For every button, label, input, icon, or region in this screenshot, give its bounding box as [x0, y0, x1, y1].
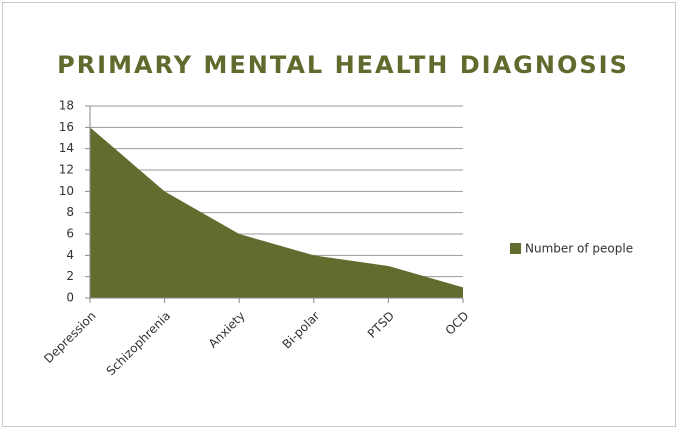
y-tick-label: 14 [59, 141, 74, 155]
y-tick-label: 4 [66, 248, 74, 262]
y-tick-label: 2 [66, 269, 74, 283]
y-tick-label: 6 [66, 227, 74, 241]
area [90, 127, 463, 298]
y-tick-label: 12 [59, 163, 74, 177]
legend-label: Number of people [525, 242, 633, 256]
chart-title: PRIMARY MENTAL HEALTH DIAGNOSIS [57, 51, 629, 79]
y-tick-label: 18 [59, 99, 74, 113]
y-tick-label: 16 [59, 120, 74, 134]
y-tick-label: 0 [66, 291, 74, 305]
y-tick-label: 8 [66, 205, 74, 219]
legend-swatch [510, 243, 521, 254]
y-tick-label: 10 [59, 184, 74, 198]
